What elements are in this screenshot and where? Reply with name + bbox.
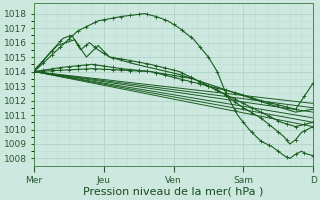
X-axis label: Pression niveau de la mer( hPa ): Pression niveau de la mer( hPa ) [84,187,264,197]
